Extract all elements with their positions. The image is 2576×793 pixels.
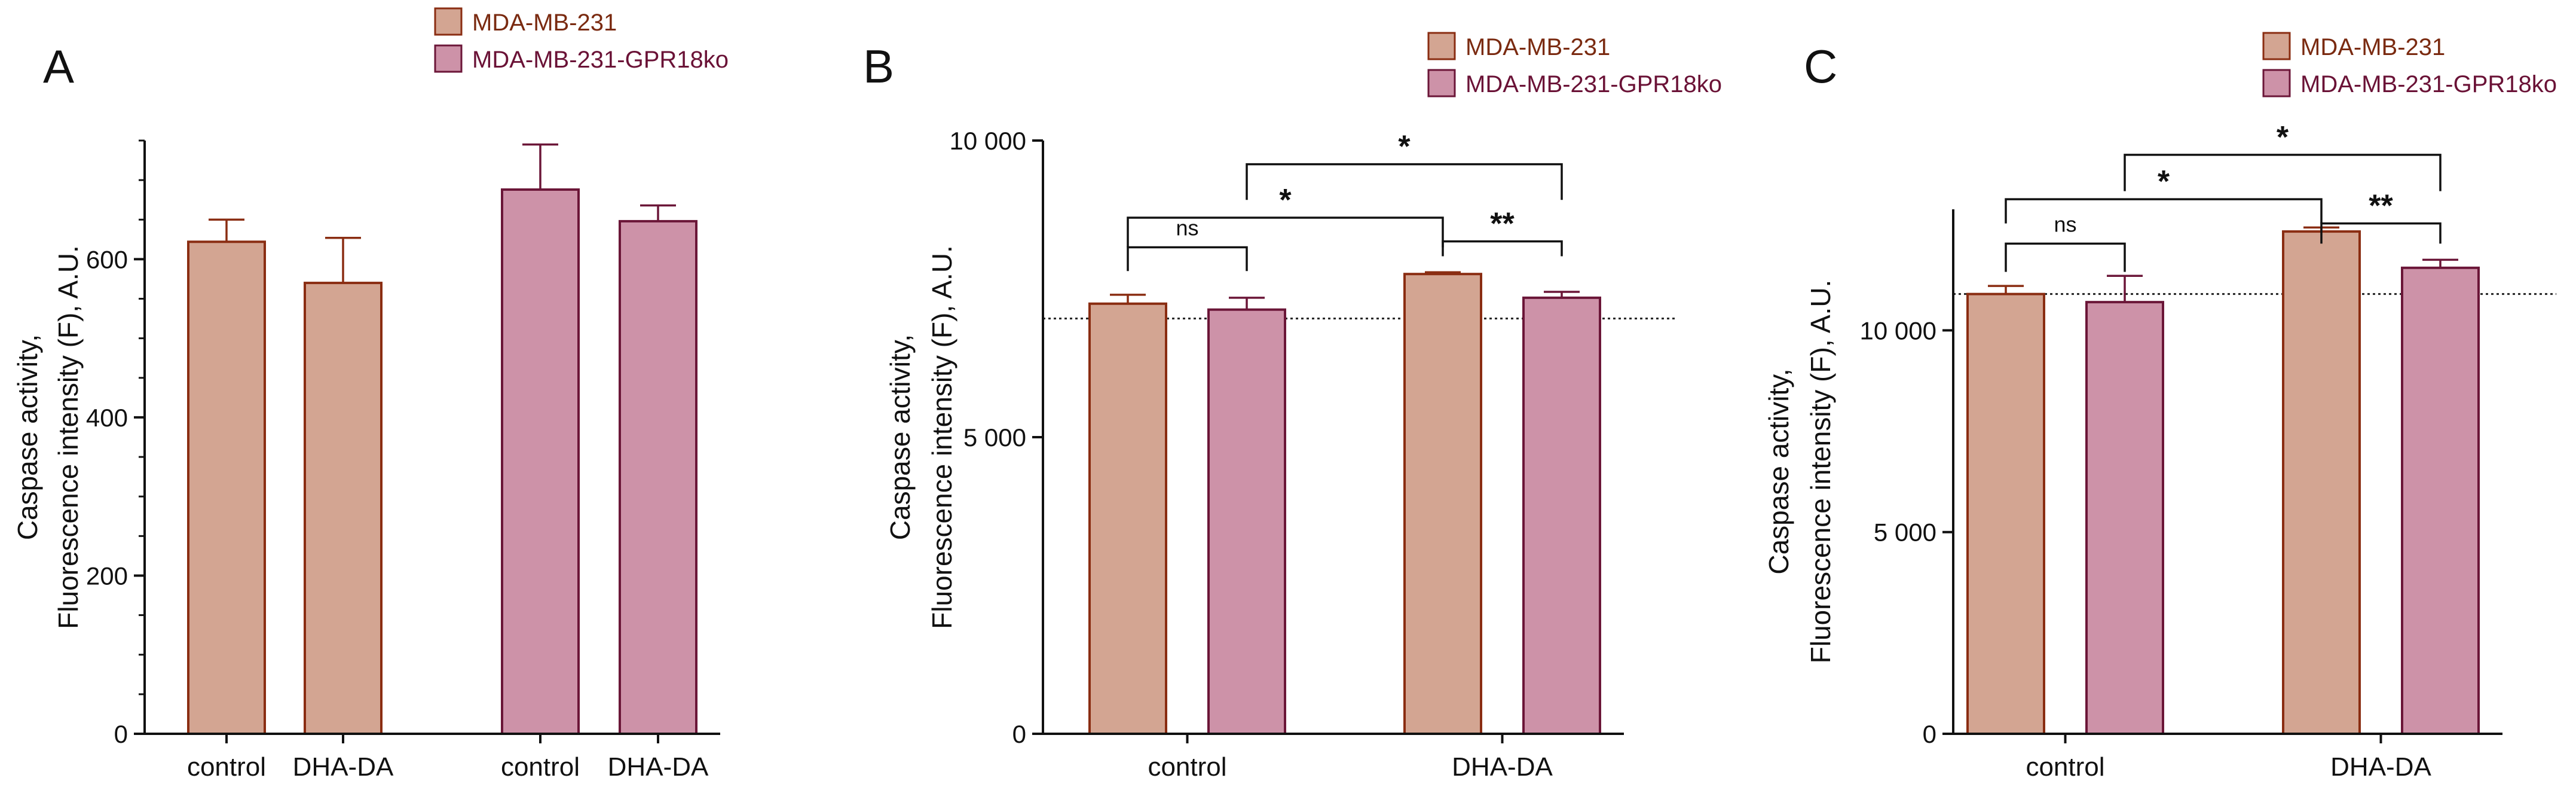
bar [501, 188, 580, 736]
significance-label: ns [1176, 216, 1198, 240]
y-axis-label: Fluorescence intensity (F), A.U. [926, 245, 957, 629]
y-tick-label: 10 000 [950, 127, 1026, 155]
y-axis-label: Caspase activity, [885, 334, 916, 540]
legend-swatch [2262, 69, 2291, 97]
significance-label: * [1279, 183, 1292, 218]
x-tick-label: control [501, 752, 580, 782]
x-tick-label: DHA-DA [608, 752, 709, 782]
y-axis-label: Caspase activity, [12, 334, 43, 540]
y-tick-label: 0 [1923, 720, 1936, 748]
y-tick-label: 0 [1012, 720, 1026, 748]
legend-label: MDA-MB-231-GPR18ko [1466, 71, 1722, 97]
y-tick-label: 400 [86, 404, 128, 432]
significance-bracket [1442, 240, 1563, 257]
significance-bracket [2005, 242, 2126, 272]
y-tick-label: 200 [86, 562, 128, 590]
chart-panel-a: A Caspase activity, Fluorescence intensity… [12, 7, 729, 782]
legend-label: MDA-MB-231-GPR18ko [2300, 71, 2557, 97]
y-tick-label: 5 000 [1874, 518, 1936, 547]
significance-bracket [2320, 222, 2442, 244]
x-tick-label: control [2026, 752, 2104, 782]
panel-letter: B [863, 40, 894, 93]
y-tick-label: 10 000 [1860, 316, 1936, 344]
bar [2282, 230, 2361, 736]
significance-label: ns [2054, 212, 2076, 236]
y-tick-label: 5 000 [963, 423, 1026, 452]
bar [1207, 308, 1286, 735]
y-tick-label: 600 [86, 245, 128, 273]
legend-swatch [434, 44, 463, 73]
y-tick-label: 0 [114, 720, 128, 748]
significance-label: ** [2369, 189, 2393, 224]
significance-bracket [1127, 216, 1444, 248]
legend-label: MDA-MB-231 [1466, 34, 1610, 60]
legend-swatch [1427, 69, 1456, 97]
bar [619, 219, 697, 735]
significance-label: * [2277, 120, 2289, 155]
legend-label: MDA-MB-231 [2300, 34, 2445, 60]
panel-letter: C [1804, 40, 1837, 93]
bar [2401, 266, 2480, 736]
bar [1966, 292, 2045, 735]
x-tick-label: DHA-DA [1452, 752, 1553, 782]
x-tick-label: DHA-DA [293, 752, 394, 782]
bar [187, 240, 266, 735]
legend-swatch [1427, 32, 1456, 60]
bar [304, 282, 383, 735]
significance-label: ** [1490, 207, 1515, 242]
significance-label: * [1398, 130, 1411, 164]
significance-bracket [2124, 154, 2442, 191]
bar [2085, 301, 2164, 735]
legend-swatch [2262, 32, 2291, 60]
bar [1088, 302, 1167, 735]
legend-swatch [434, 7, 463, 36]
significance-bracket [1127, 246, 1248, 272]
y-axis-label: Fluorescence intensity (F), A.U. [1805, 280, 1836, 664]
significance-bracket [1246, 163, 1563, 200]
bar [1403, 273, 1482, 735]
chart-panel-b: B Caspase activity, Fluorescence intensity… [863, 32, 1722, 782]
x-tick-label: control [1148, 752, 1226, 782]
significance-bracket [2005, 198, 2323, 224]
legend-label: MDA-MB-231-GPR18ko [472, 47, 729, 73]
panel-letter: A [43, 40, 74, 93]
legend-label: MDA-MB-231 [472, 10, 617, 36]
x-tick-label: DHA-DA [2330, 752, 2431, 782]
bar [1522, 296, 1601, 735]
chart-panel-c: C Caspase activity, Fluorescence intensity… [1763, 32, 2557, 782]
significance-label: * [2158, 164, 2170, 199]
y-axis-label: Caspase activity, [1763, 368, 1794, 574]
y-axis-label: Fluorescence intensity (F), A.U. [53, 245, 84, 629]
x-tick-label: control [187, 752, 266, 782]
